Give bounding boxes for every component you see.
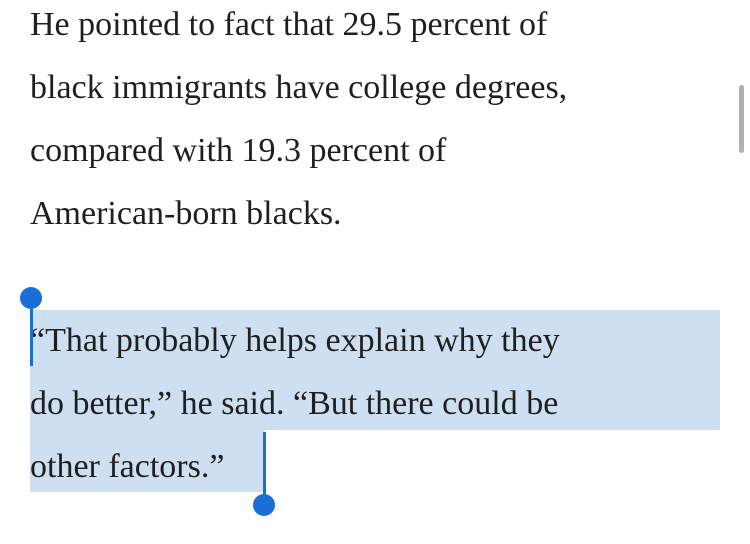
selection-end-knob[interactable] [253,494,275,516]
selection-start-knob[interactable] [20,287,42,309]
selection-start-handle[interactable] [30,298,33,366]
text-line: American-born blacks. [30,195,342,232]
text-line: other factors.” [30,448,225,485]
selection-highlight [30,430,265,492]
text-line: He pointed to fact that 29.5 percent of [30,6,548,43]
text-line: black immigrants have college degrees, [30,69,568,106]
text-line: “That probably helps explain why they [30,322,560,359]
selection-end-handle[interactable] [263,432,266,504]
text-line: do better,” he said. “But there could be [30,385,559,422]
text-line: compared with 19.3 percent of [30,132,447,169]
scrollbar[interactable] [739,85,744,153]
selection-highlight [30,310,720,430]
